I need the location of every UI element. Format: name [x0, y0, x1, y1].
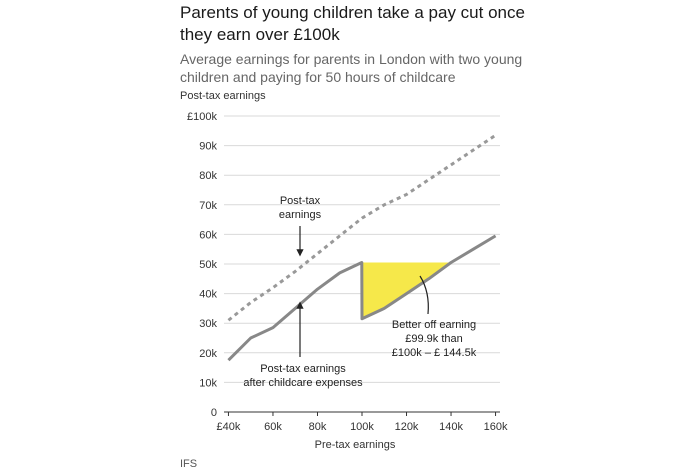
- x-tick-label: 80k: [309, 421, 327, 433]
- highlight-area: [362, 262, 452, 319]
- chart-title: Parents of young children take a pay cut…: [180, 3, 525, 44]
- annotation-line: Post-tax: [280, 195, 321, 207]
- x-tick-label: 60k: [264, 421, 282, 433]
- y-tick-label: 60k: [199, 229, 217, 241]
- x-tick-label: £40k: [217, 421, 241, 433]
- x-tick-label: 120k: [395, 421, 419, 433]
- x-tick-label: 100k: [350, 421, 374, 433]
- annotation-line: earnings: [279, 209, 322, 221]
- y-tick-label: 20k: [199, 348, 217, 360]
- y-tick-label: 30k: [199, 318, 217, 330]
- annotation-line: £100k – £ 144.5k: [392, 347, 477, 359]
- y-tick-label: 0: [211, 407, 217, 419]
- annotation-line: £99.9k than: [405, 333, 463, 345]
- grid-lines: [224, 115, 500, 413]
- annotation-line: Better off earning: [392, 319, 476, 331]
- pointer-better-off: [419, 275, 429, 315]
- y-axis-label: Post-tax earnings: [180, 90, 266, 102]
- x-axis-label: Pre-tax earnings: [315, 439, 396, 451]
- x-tick-labels: £40k 60k 80k 100k 120k 140k 160k: [217, 412, 508, 433]
- y-tick-label: £100k: [187, 111, 217, 123]
- highlight-area-group: [362, 262, 452, 319]
- annotation-line: Post-tax earnings: [260, 363, 346, 375]
- chart-subtitle: Average earnings for parents in London w…: [180, 51, 523, 85]
- y-tick-label: 90k: [199, 141, 217, 153]
- x-tick-label: 140k: [439, 421, 463, 433]
- annotation-better-off: Better off earning £99.9k than £100k – £ 1…: [392, 319, 477, 359]
- post-tax-earnings-line: [227, 133, 497, 322]
- y-tick-label: 80k: [199, 170, 217, 182]
- y-tick-label: 70k: [199, 200, 217, 212]
- series-lines: [227, 133, 497, 362]
- source-label: IFS: [180, 458, 198, 470]
- after-childcare-line: [227, 234, 497, 362]
- y-tick-label: 10k: [199, 377, 217, 389]
- x-tick-label: 160k: [484, 421, 508, 433]
- annotation-line: after childcare expenses: [243, 377, 363, 389]
- y-tick-label: 50k: [199, 259, 217, 271]
- y-tick-labels: 0 10k 20k 30k 40k 50k 60k 70k 80k 90k £100k: [187, 111, 217, 419]
- annotation-post-tax: Post-tax earnings: [279, 195, 322, 221]
- y-tick-label: 40k: [199, 289, 217, 301]
- annotation-after-childcare: Post-tax earnings after childcare expense…: [243, 363, 363, 389]
